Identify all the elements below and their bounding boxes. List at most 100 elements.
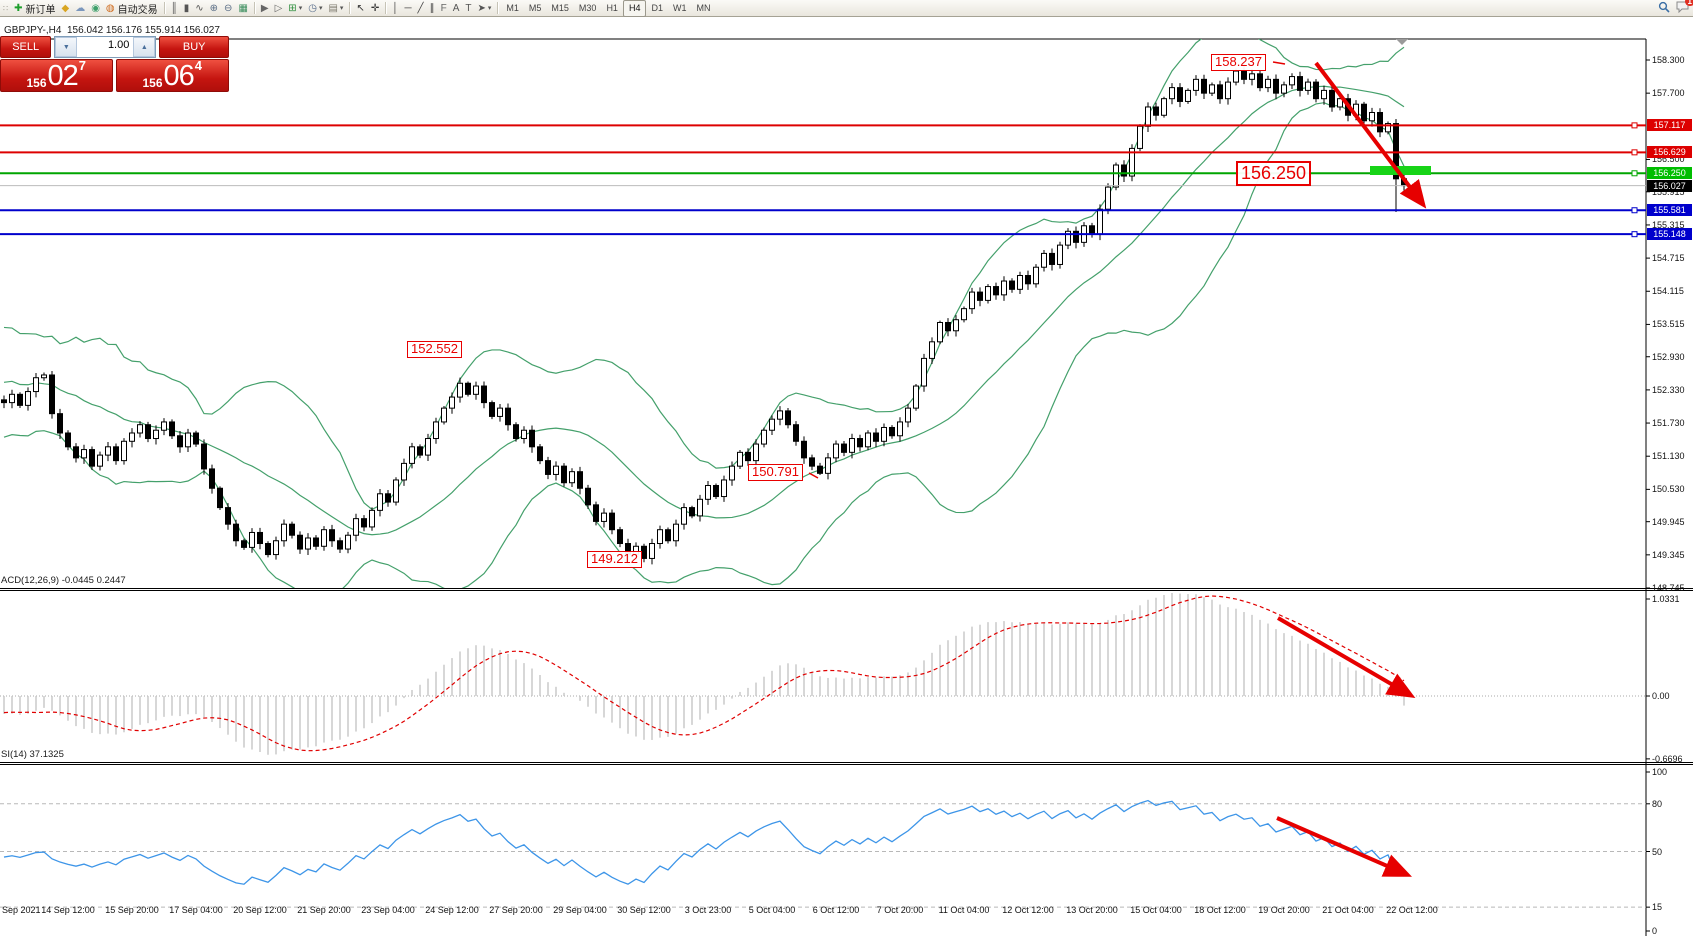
price-level-badge-155.148[interactable]: 155.148: [1647, 228, 1692, 241]
bar-chart-icon: ║: [170, 2, 178, 14]
search-icon[interactable]: [1658, 1, 1670, 16]
new-order-button: ✚: [14, 2, 23, 14]
timeframe-button-m1[interactable]: M1: [506, 2, 519, 13]
time-axis-label: 12 Oct 12:00: [1002, 905, 1054, 915]
new-chart-icon-dropdown[interactable]: ▾: [298, 5, 303, 12]
time-axis-label: 5 Oct 04:00: [748, 905, 796, 915]
price-axis-tick: 150.530: [1652, 484, 1685, 495]
timeframe-button-w1[interactable]: W1: [672, 2, 687, 13]
channel-icon[interactable]: ∥: [427, 1, 438, 16]
autoscroll-icon: ▶: [260, 2, 269, 14]
buy-button[interactable]: BUY: [159, 36, 229, 58]
template-icon[interactable]: ▤ ▾: [325, 1, 346, 16]
shapes-icon[interactable]: ➤ ▾: [474, 1, 494, 16]
sell-button[interactable]: SELL: [0, 36, 52, 58]
period-icon-dropdown[interactable]: ▾: [318, 5, 323, 12]
timeframe-button-mn[interactable]: MN: [696, 2, 711, 13]
rsi-axis-tick: 15: [1652, 902, 1663, 913]
macd-label: ACD(12,26,9) -0.0445 0.2447: [1, 575, 126, 586]
price-annotation-156.250: 156.250: [1236, 161, 1312, 186]
time-axis-label: 19 Oct 20:00: [1258, 905, 1310, 915]
price-level-badge-155.581[interactable]: 155.581: [1647, 204, 1692, 217]
price-axis-tick: 151.730: [1652, 418, 1685, 429]
zoom-in-icon[interactable]: ⊕: [207, 1, 221, 16]
fibonacci-icon[interactable]: F: [438, 1, 450, 16]
toolbar-separator: [163, 2, 165, 14]
signal-icon[interactable]: ◉: [88, 1, 103, 16]
chart-window[interactable]: GBPJPY-,H4 156.042 156.176 155.914 156.0…: [0, 17, 1693, 936]
cursor-icon[interactable]: ↖: [353, 1, 367, 16]
period-icon[interactable]: ◷ ▾: [305, 1, 325, 16]
time-axis-label: 13 Oct 20:00: [1066, 905, 1118, 915]
vline-icon[interactable]: │: [389, 1, 401, 16]
shapes-icon-dropdown[interactable]: ▾: [487, 5, 492, 12]
chart-ohlc-header: GBPJPY-,H4 156.042 156.176 155.914 156.0…: [4, 25, 220, 36]
time-axis-label: 21 Oct 04:00: [1322, 905, 1374, 915]
text-icon[interactable]: A: [450, 1, 463, 16]
line-chart-icon[interactable]: ∿: [192, 1, 206, 16]
price-level-badge-156.250[interactable]: 156.250: [1647, 167, 1692, 180]
timeframe-button-m15[interactable]: M15: [551, 2, 569, 13]
crosshair-icon[interactable]: ✛: [368, 1, 382, 16]
price-annotation-149.212: 149.212: [587, 551, 642, 568]
volume-decrease-button[interactable]: ▼: [55, 37, 78, 57]
volume-field[interactable]: 1.00: [107, 39, 130, 51]
price-axis-tick: 154.115: [1652, 286, 1684, 297]
timeframe-button-h1[interactable]: H1: [606, 2, 618, 13]
buy-price-big: 06: [163, 60, 195, 92]
chart-shift-icon[interactable]: ▷: [272, 1, 286, 16]
price-annotation-158.237: 158.237: [1211, 54, 1266, 71]
timeframe-button-m30[interactable]: M30: [578, 2, 597, 13]
rsi-axis-tick: 50: [1652, 846, 1663, 857]
autotrading-button-label: 自动交易: [117, 4, 158, 16]
sell-price-big: 02: [47, 60, 79, 92]
price-axis-tick: 151.130: [1652, 451, 1685, 462]
price-axis-tick: 156.500: [1652, 154, 1685, 165]
period-icon: ◷: [308, 2, 317, 14]
chart-shift-icon: ▷: [274, 2, 283, 14]
macd-axis-tick: 0.00: [1652, 691, 1670, 701]
toolbar-separator: [253, 2, 255, 14]
top-toolbar: ∷ ✚ 新订单 ◆ ☁ ◉ ◍ 自动交易 ║ ▮ ∿ ⊕ ⊖ ▦ ▶ ▷ ⊞ ▾ ◷ ▾ ▤ ▾ ↖ ✛ │ ─ ╱ ∥ F A T ➤ ▾ …: [0, 0, 1693, 17]
timeframe-button-h4[interactable]: H4: [622, 0, 647, 17]
autoscroll-icon[interactable]: ▶: [258, 1, 272, 16]
price-level-badge-157.117[interactable]: 157.117: [1647, 119, 1692, 132]
rsi-label: SI(14) 37.1325: [1, 749, 64, 760]
fibonacci-icon: F: [440, 2, 447, 14]
community-icon[interactable]: 1: [1676, 0, 1693, 16]
price-level-badge-156.027[interactable]: 156.027: [1647, 179, 1692, 192]
channel-icon: ∥: [429, 2, 435, 14]
cloud-icon[interactable]: ☁: [72, 1, 88, 16]
label-icon[interactable]: T: [462, 1, 474, 16]
template-icon-dropdown[interactable]: ▾: [339, 5, 344, 12]
price-axis-tick: 148.745: [1652, 583, 1685, 593]
price-level-badge-156.629[interactable]: 156.629: [1647, 146, 1692, 159]
volume-increase-button[interactable]: ▲: [133, 37, 156, 57]
crosshair-icon: ✛: [370, 2, 380, 14]
ohlc-values: 156.042 156.176 155.914 156.027: [67, 25, 220, 36]
new-order-button[interactable]: ✚ 新订单: [11, 1, 58, 16]
autotrading-button: ◍: [105, 2, 115, 14]
profile-icon[interactable]: ◆: [58, 1, 72, 16]
price-axis-tick: 154.715: [1652, 253, 1685, 264]
timeframe-button-d1[interactable]: D1: [651, 2, 663, 13]
signal-icon: ◉: [91, 2, 100, 14]
price-axis-tick: 149.945: [1652, 516, 1685, 527]
bar-chart-icon[interactable]: ║: [168, 1, 181, 16]
new-chart-icon[interactable]: ⊞ ▾: [285, 1, 305, 16]
buy-price-display[interactable]: 156 06 4: [115, 59, 229, 92]
sell-price-display[interactable]: 156 02 7: [0, 59, 113, 92]
toolbar-grip[interactable]: ∷: [3, 3, 9, 13]
hline-icon[interactable]: ─: [401, 1, 414, 16]
zoom-out-icon[interactable]: ⊖: [221, 1, 235, 16]
time-axis-label: 27 Sep 20:00: [489, 905, 543, 915]
time-axis-label: 11 Oct 04:00: [938, 905, 990, 915]
sell-price-sup: 7: [78, 58, 87, 73]
autotrading-button[interactable]: ◍ 自动交易: [103, 1, 161, 16]
tile-windows-icon[interactable]: ▦: [235, 1, 250, 16]
candlestick-icon[interactable]: ▮: [181, 1, 193, 16]
trendline-icon[interactable]: ╱: [415, 1, 427, 16]
tile-windows-icon: ▦: [238, 2, 248, 14]
timeframe-button-m5[interactable]: M5: [528, 2, 542, 13]
